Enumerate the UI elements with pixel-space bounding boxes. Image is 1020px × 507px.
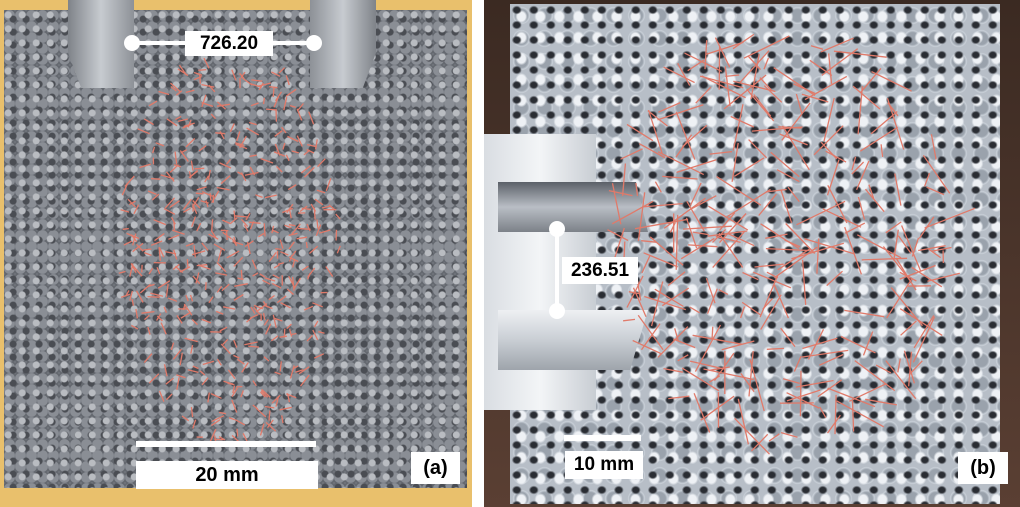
- caliper-jaw-lower: [498, 310, 648, 370]
- scale-label-b: 10 mm: [565, 451, 643, 479]
- panel-label-a: (a): [411, 452, 460, 484]
- panel-a-photo: 726.20 20 mm (a): [0, 0, 472, 507]
- scale-label-a: 20 mm: [136, 461, 318, 489]
- panel-divider: [472, 0, 484, 507]
- scale-bar-a: [136, 441, 316, 447]
- caliper-jaw-upper: [498, 182, 648, 232]
- steel-foam-specimen: [4, 10, 467, 488]
- panel-b-photo: 236.51 10 mm (b): [484, 0, 1020, 507]
- measurement-value-b: 236.51: [562, 257, 638, 284]
- panel-label-b: (b): [958, 452, 1008, 484]
- measurement-value-a: 726.20: [185, 31, 273, 56]
- caliper-jaw-right: [310, 0, 376, 88]
- scale-bar-b: [564, 435, 641, 441]
- caliper-jaw-left: [68, 0, 134, 88]
